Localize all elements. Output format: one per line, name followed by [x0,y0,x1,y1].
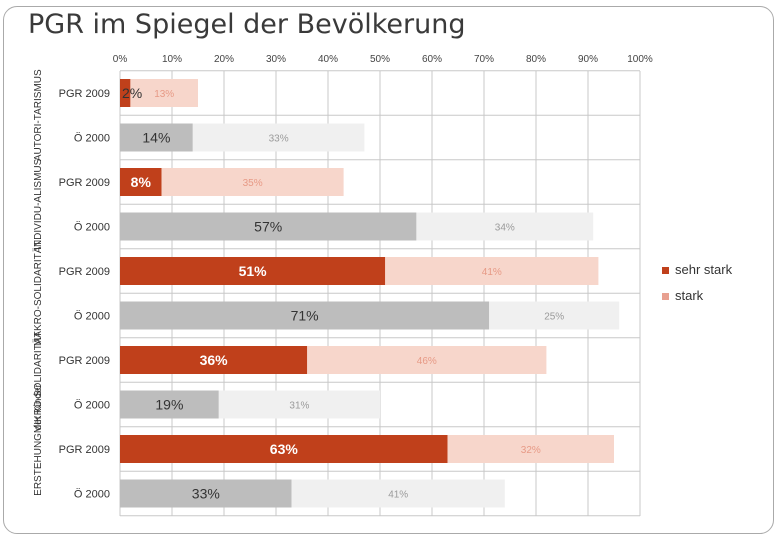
bar-stark [385,257,599,285]
value-label-sehr-stark: 33% [192,486,220,502]
bar-stark [416,212,594,241]
value-label-sehr-stark: 63% [270,441,299,457]
legend-swatch [662,267,669,274]
value-label-stark: 13% [154,89,174,100]
row-label: Ö 2000 [74,133,110,145]
bar-sehr-stark [120,390,219,419]
x-tick-label: 80% [526,54,546,65]
group-label: INDIVIDU-ALISMUS [33,158,44,249]
bar-sehr-stark [120,257,386,285]
page-title: PGR im Spiegel der Bevölkerung [28,9,466,40]
bar-sehr-stark [120,479,292,508]
bar-stark [161,168,344,196]
x-tick-label: 60% [422,54,442,65]
legend-label: sehr stark [675,262,733,277]
bar-stark [447,435,614,463]
value-label-stark: 41% [388,490,408,501]
x-tick-label: 100% [627,54,653,65]
x-tick-label: 90% [578,54,598,65]
group-label: MIKRO-SOLIDARITÄT [32,331,44,433]
bar-sehr-stark [120,212,417,241]
x-tick-label: 10% [162,54,182,65]
bar-stark [192,123,365,152]
bar-sehr-stark [120,346,308,374]
value-label-stark: 46% [417,356,437,367]
bars: 2% 13% 14% 33% 8% 35% 57% 34% 51% 41% 71% 25% 36% 46%… [120,79,620,508]
legend: sehr stark stark [662,262,733,303]
row-label: PGR 2009 [59,444,110,456]
row-labels: PGR 2009 Ö 2000 PGR 2009 Ö 2000 PGR 2009 Ö 20… [59,88,110,501]
row-label: PGR 2009 [59,355,110,367]
row-label: PGR 2009 [59,266,110,278]
value-label-sehr-stark: 2% [122,85,142,101]
value-label-stark: 33% [269,134,289,145]
bar-stark [130,79,198,107]
value-label-sehr-stark: 14% [142,130,170,146]
row-label: Ö 2000 [74,489,110,501]
value-label-sehr-stark: 8% [131,174,152,190]
legend-swatch [662,293,669,300]
bar-sehr-stark [120,301,490,330]
bar-sehr-stark [120,168,162,196]
bar-sehr-stark [120,123,193,152]
x-tick-label: 0% [113,54,128,65]
group-labels: AUTORI-TARISMUSINDIVIDU-ALISMUSMAKRO-SOL… [32,69,44,496]
row-label: PGR 2009 [59,88,110,100]
x-tick-label: 40% [318,54,338,65]
value-label-sehr-stark: 36% [200,352,229,368]
bar-sehr-stark [120,435,448,463]
bar-stark [291,479,505,508]
x-tick-label: 70% [474,54,494,65]
bar-stark [489,301,620,330]
row-label: Ö 2000 [74,311,110,323]
x-tick-label: 20% [214,54,234,65]
group-label: ERSTEHUNG der Kinder [33,383,44,495]
value-label-stark: 25% [544,312,564,323]
value-label-stark: 32% [521,445,541,456]
value-label-stark: 31% [289,401,309,412]
bar-stark [307,346,547,374]
bar-sehr-stark [120,79,131,107]
bar-stark [218,390,380,419]
row-label: Ö 2000 [74,400,110,412]
value-label-stark: 41% [482,267,502,278]
row-label: PGR 2009 [59,177,110,189]
x-tick-label: 30% [266,54,286,65]
group-label: AUTORI-TARISMUS [33,69,44,161]
group-label: MAKRO-SOLIDARITÄT [32,240,44,346]
legend-label: stark [675,288,704,303]
x-axis-ticks: 0% 10% 20% 30% 40% 50% 60% 70% 80% 90% 100% [113,54,653,65]
x-tick-label: 50% [370,54,390,65]
value-label-sehr-stark: 71% [291,308,319,324]
value-label-sehr-stark: 51% [239,263,268,279]
row-label: Ö 2000 [74,222,110,234]
value-label-sehr-stark: 57% [254,219,282,235]
value-label-stark: 34% [495,223,515,234]
value-label-stark: 35% [243,178,263,189]
value-label-sehr-stark: 19% [155,397,183,413]
